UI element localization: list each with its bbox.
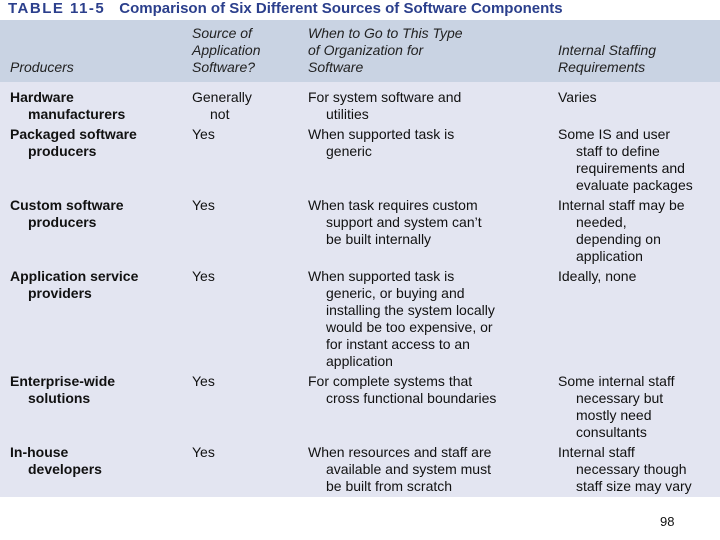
- table-title: TABLE 11-5 Comparison of Six Different So…: [8, 0, 563, 20]
- table-cell: When resources and staff are available an…: [308, 444, 491, 495]
- table-label: TABLE 11-5: [8, 0, 106, 17]
- text-line: staff to define: [576, 143, 660, 159]
- table-cell: Application service providers: [10, 268, 138, 302]
- text-line: Packaged software: [10, 126, 137, 142]
- text-line: Software?: [192, 59, 256, 75]
- table-cell: For complete systems that cross functiona…: [308, 373, 496, 407]
- text-line: developers: [28, 461, 102, 477]
- text-line: When to Go to This Type: [308, 25, 463, 41]
- table-cell: Ideally, none: [558, 268, 636, 285]
- table-cell: Custom software producers: [10, 197, 124, 231]
- text-line: Software: [308, 59, 364, 75]
- text-line: generic, or buying and: [326, 285, 465, 301]
- text-line: necessary but: [576, 390, 664, 406]
- text-line: consultants: [576, 424, 647, 440]
- text-line: mostly need: [576, 407, 652, 423]
- text-line: depending on: [576, 231, 661, 247]
- text-line: Custom software: [10, 197, 124, 213]
- text-line: When resources and staff are: [308, 444, 492, 460]
- text-line: evaluate packages: [576, 177, 693, 193]
- text-line: Requirements: [558, 59, 646, 75]
- column-header: Internal Staffing Requirements: [558, 42, 656, 76]
- text-line: necessary though: [576, 461, 687, 477]
- column-header: When to Go to This Type of Organization f…: [308, 25, 463, 76]
- table-cell: Internal staff necessary though staff size…: [558, 444, 692, 495]
- text-line: For complete systems that: [308, 373, 473, 389]
- column-header: Producers: [10, 59, 74, 76]
- table-cell: Internal staff may be needed, depending on…: [558, 197, 685, 265]
- text-line: producers: [28, 143, 97, 159]
- text-line: application: [576, 248, 643, 264]
- text-line: Enterprise-wide: [10, 373, 116, 389]
- text-line: When task requires custom: [308, 197, 478, 213]
- text-line: For system software and: [308, 89, 462, 105]
- table-cell: Packaged software producers: [10, 126, 137, 160]
- text-line: When supported task is: [308, 126, 455, 142]
- page-number: 98: [660, 514, 675, 529]
- table-cell: Some internal staff necessary but mostly n…: [558, 373, 674, 441]
- table-caption: Comparison of Six Different Sources of S…: [119, 0, 563, 17]
- text-line: cross functional boundaries: [326, 390, 497, 406]
- table-cell: For system software and utilities: [308, 89, 461, 123]
- text-line: would be too expensive, or: [326, 319, 493, 335]
- text-line: manufacturers: [28, 106, 126, 122]
- text-line: Source of: [192, 25, 252, 41]
- text-line: Yes: [192, 126, 215, 142]
- text-line: providers: [28, 285, 92, 301]
- text-line: not: [210, 106, 230, 122]
- table-cell: When supported task is generic, or buying…: [308, 268, 495, 370]
- table-cell: Yes: [192, 126, 215, 143]
- table-cell: Hardware manufacturers: [10, 89, 125, 123]
- text-line: generic: [326, 143, 372, 159]
- table-cell: When task requires custom support and sys…: [308, 197, 482, 248]
- table-cell: Varies: [558, 89, 597, 106]
- text-line: application: [326, 353, 393, 369]
- text-line: available and system must: [326, 461, 491, 477]
- text-line: producers: [28, 214, 97, 230]
- table-cell: Yes: [192, 444, 215, 461]
- table-cell: Yes: [192, 373, 215, 390]
- text-line: Some IS and user: [558, 126, 671, 142]
- text-line: requirements and: [576, 160, 685, 176]
- table-cell: Some IS and user staff to define requireme…: [558, 126, 693, 194]
- column-header: Source of Application Software?: [192, 25, 261, 76]
- text-line: support and system can’t: [326, 214, 482, 230]
- header-band: [0, 20, 720, 82]
- text-line: Producers: [10, 59, 74, 75]
- text-line: Application service: [10, 268, 139, 284]
- text-line: Yes: [192, 444, 215, 460]
- table-cell: When supported task is generic: [308, 126, 454, 160]
- text-line: Some internal staff: [558, 373, 675, 389]
- text-line: installing the system locally: [326, 302, 495, 318]
- text-line: Yes: [192, 373, 215, 389]
- text-line: Yes: [192, 268, 215, 284]
- body-band: [0, 82, 720, 497]
- text-line: Application: [192, 42, 261, 58]
- text-line: for instant access to an: [326, 336, 470, 352]
- text-line: utilities: [326, 106, 369, 122]
- text-line: solutions: [28, 390, 91, 406]
- text-line: be built internally: [326, 231, 432, 247]
- text-line: of Organization for: [308, 42, 424, 58]
- text-line: Generally: [192, 89, 252, 105]
- text-line: staff size may vary: [576, 478, 692, 494]
- text-line: Hardware: [10, 89, 74, 105]
- table-cell: Enterprise-wide solutions: [10, 373, 115, 407]
- text-line: Internal Staffing: [558, 42, 657, 58]
- text-line: Yes: [192, 197, 215, 213]
- text-line: When supported task is: [308, 268, 455, 284]
- table-cell: Yes: [192, 197, 215, 214]
- text-line: Ideally, none: [558, 268, 637, 284]
- text-line: Internal staff: [558, 444, 635, 460]
- table-cell: In-house developers: [10, 444, 102, 478]
- table-cell: Generally not: [192, 89, 252, 123]
- text-line: Varies: [558, 89, 597, 105]
- text-line: needed,: [576, 214, 627, 230]
- text-line: be built from scratch: [326, 478, 453, 494]
- text-line: Internal staff may be: [558, 197, 685, 213]
- table-cell: Yes: [192, 268, 215, 285]
- text-line: In-house: [10, 444, 69, 460]
